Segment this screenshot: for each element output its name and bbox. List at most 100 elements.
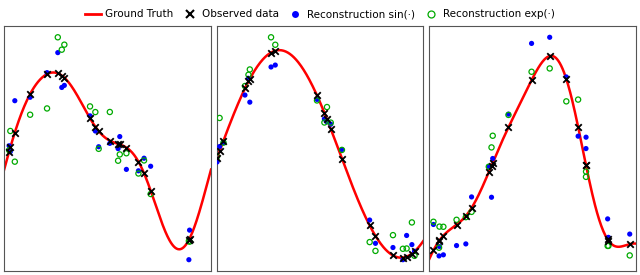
- Point: [214, 116, 225, 120]
- Point: [10, 98, 20, 103]
- Point: [435, 224, 445, 229]
- Point: [527, 41, 537, 46]
- Point: [319, 120, 330, 125]
- Point: [60, 42, 70, 47]
- Point: [85, 104, 95, 109]
- Point: [401, 246, 412, 251]
- Point: [401, 233, 412, 238]
- Point: [561, 77, 572, 81]
- Point: [365, 223, 375, 228]
- Point: [312, 98, 322, 103]
- Point: [388, 253, 398, 258]
- Point: [115, 134, 125, 139]
- Point: [57, 85, 67, 90]
- Point: [371, 234, 381, 238]
- Point: [438, 233, 449, 238]
- Point: [602, 244, 612, 248]
- Point: [139, 171, 149, 175]
- Point: [139, 158, 149, 163]
- Point: [90, 125, 100, 129]
- Point: [270, 43, 280, 47]
- Point: [451, 222, 461, 227]
- Point: [434, 254, 444, 258]
- Point: [398, 255, 408, 260]
- Point: [121, 151, 131, 155]
- Point: [52, 50, 63, 55]
- Point: [270, 48, 280, 53]
- Point: [545, 54, 555, 58]
- Point: [266, 35, 276, 40]
- Point: [365, 240, 375, 244]
- Point: [486, 145, 497, 150]
- Point: [42, 106, 52, 111]
- Point: [461, 215, 471, 219]
- Point: [467, 195, 477, 199]
- Point: [625, 253, 635, 258]
- Point: [243, 73, 253, 77]
- Point: [604, 238, 614, 243]
- Point: [438, 253, 449, 257]
- Point: [93, 145, 104, 149]
- Point: [486, 195, 497, 199]
- Point: [139, 156, 149, 160]
- Point: [388, 233, 398, 237]
- Point: [486, 163, 497, 168]
- Point: [244, 77, 255, 81]
- Point: [133, 169, 143, 173]
- Point: [625, 232, 635, 236]
- Point: [105, 141, 115, 145]
- Point: [52, 35, 63, 40]
- Point: [602, 217, 612, 221]
- Point: [240, 86, 250, 91]
- Point: [52, 71, 63, 76]
- Point: [184, 240, 195, 244]
- Point: [365, 218, 375, 222]
- Point: [625, 242, 635, 246]
- Point: [398, 247, 408, 251]
- Point: [461, 214, 471, 218]
- Legend: Ground Truth, Observed data, Reconstruction sin(·), Reconstruction exp(·): Ground Truth, Observed data, Reconstruct…: [81, 5, 559, 24]
- Point: [581, 146, 591, 151]
- Point: [312, 93, 322, 98]
- Point: [484, 164, 494, 169]
- Point: [145, 188, 156, 193]
- Point: [184, 236, 195, 241]
- Point: [270, 63, 280, 67]
- Point: [461, 242, 471, 246]
- Point: [121, 145, 131, 150]
- Point: [401, 254, 412, 259]
- Point: [266, 50, 276, 55]
- Point: [93, 129, 104, 133]
- Point: [573, 97, 583, 102]
- Point: [428, 219, 438, 224]
- Point: [312, 97, 322, 101]
- Point: [115, 152, 125, 157]
- Point: [5, 129, 15, 133]
- Point: [322, 120, 332, 124]
- Point: [410, 249, 420, 254]
- Point: [398, 257, 408, 262]
- Point: [218, 138, 228, 143]
- Point: [240, 93, 250, 97]
- Point: [322, 105, 332, 109]
- Point: [451, 243, 461, 248]
- Point: [602, 237, 612, 242]
- Point: [243, 79, 253, 84]
- Point: [243, 76, 253, 81]
- Point: [438, 225, 449, 229]
- Point: [337, 148, 347, 152]
- Point: [319, 111, 330, 115]
- Point: [371, 249, 381, 253]
- Point: [105, 110, 115, 114]
- Point: [604, 244, 614, 248]
- Point: [326, 120, 336, 125]
- Point: [573, 134, 583, 138]
- Point: [212, 156, 222, 160]
- Point: [484, 164, 494, 169]
- Point: [434, 239, 444, 243]
- Point: [388, 245, 398, 250]
- Point: [133, 171, 143, 176]
- Point: [561, 75, 572, 79]
- Point: [25, 112, 35, 117]
- Point: [57, 48, 67, 52]
